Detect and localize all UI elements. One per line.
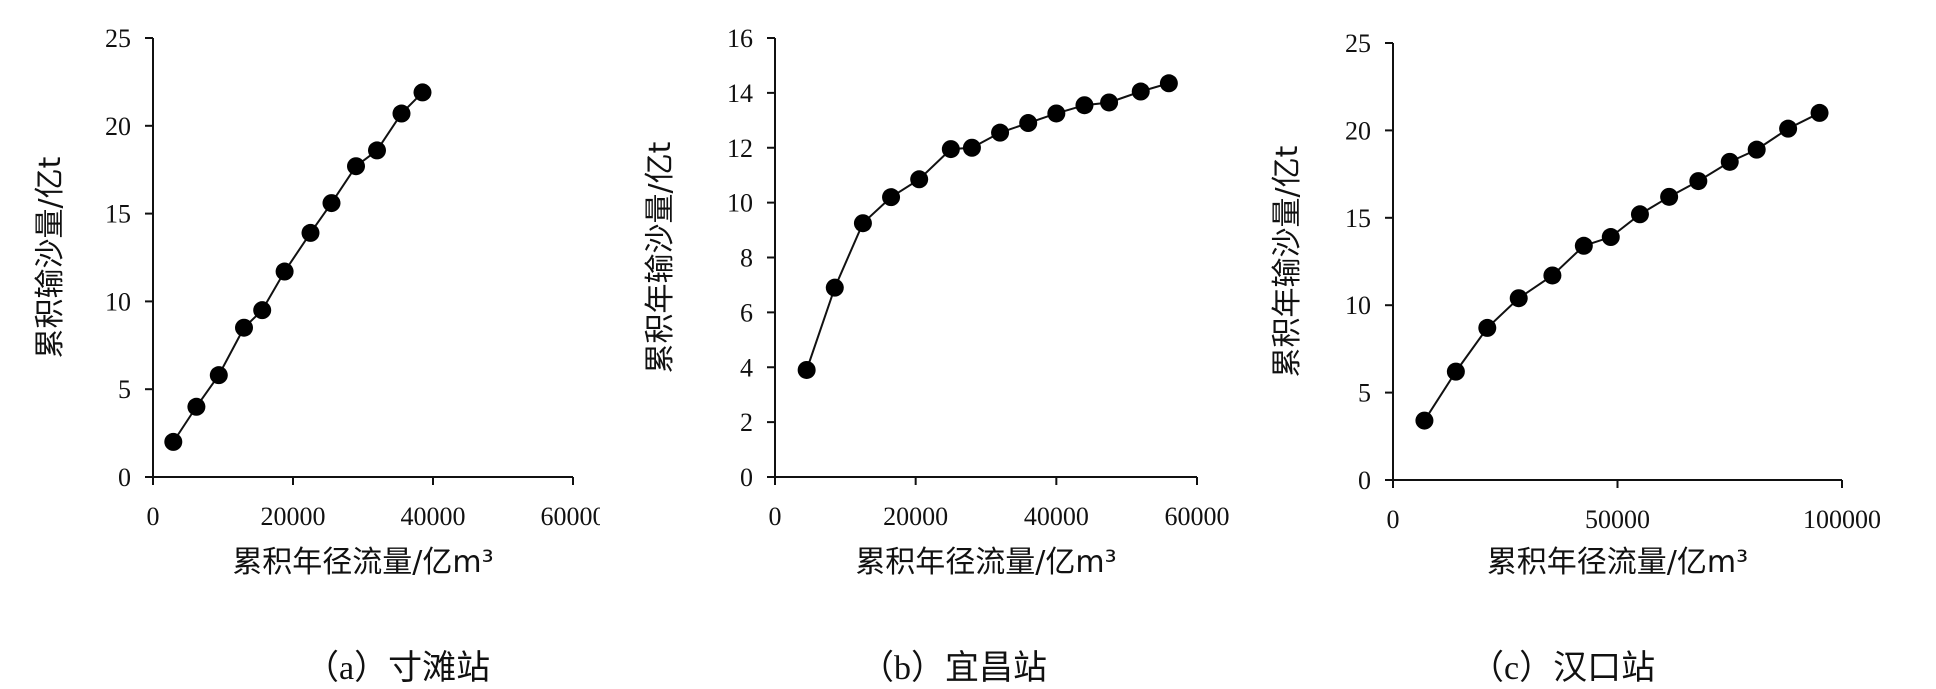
caption-yichang: （b）宜昌站: [860, 650, 1047, 687]
y-axis-title: 累积输沙量/亿t: [33, 156, 68, 358]
data-point: [392, 104, 411, 123]
data-point: [1543, 266, 1562, 285]
x-tick-label: 50000: [1585, 505, 1650, 534]
series-line: [1423, 112, 1820, 422]
chart-cuntan: 0 5 10 15 20 25 0 20000 40000 60000 累积年径流量/亿m³ 累积输沙…: [33, 24, 601, 580]
data-point: [825, 278, 844, 297]
y-tick-label: 6: [740, 298, 753, 327]
data-point: [1720, 152, 1739, 171]
data-point: [1660, 187, 1679, 206]
y-tick-label: 20: [1345, 116, 1371, 145]
data-point: [1415, 411, 1434, 430]
y-tick-label: 5: [118, 375, 131, 404]
y-tick-label: 8: [740, 244, 753, 273]
x-tick-label: 60000: [1165, 502, 1230, 531]
x-tick-label: 40000: [401, 502, 466, 531]
x-axis-title: 累积年径流量/亿m³: [232, 545, 493, 580]
data-point: [1810, 103, 1829, 122]
y-tick-label: 0: [118, 463, 131, 492]
data-point: [1747, 140, 1766, 159]
data-point: [1047, 104, 1066, 123]
data-point: [1075, 96, 1094, 115]
data-point: [368, 141, 386, 160]
data-point: [1019, 114, 1038, 133]
data-point: [941, 140, 960, 159]
data-point: [1601, 228, 1620, 247]
data-point: [1100, 93, 1119, 112]
data-point: [1574, 236, 1593, 255]
y-tick-label: 16: [727, 24, 753, 53]
data-point: [275, 262, 294, 281]
x-tick-label: 40000: [1024, 502, 1089, 531]
data-point: [1131, 82, 1150, 101]
data-point: [301, 223, 320, 242]
y-tick-label: 10: [1345, 291, 1371, 320]
data-point: [910, 170, 929, 189]
data-point: [1478, 318, 1497, 337]
y-tick-label: 25: [1345, 29, 1371, 58]
data-point: [253, 301, 272, 320]
x-tick-label: 20000: [883, 502, 948, 531]
data-point: [882, 188, 901, 207]
y-tick-label: 12: [727, 134, 753, 163]
data-point: [413, 83, 432, 102]
y-tick-label: 0: [740, 463, 753, 492]
y-tick-label: 14: [727, 79, 753, 108]
y-tick-label: 2: [740, 408, 753, 437]
y-tick-label: 25: [105, 24, 131, 53]
data-point: [1159, 74, 1178, 93]
data-point: [991, 123, 1010, 142]
data-point: [1779, 119, 1798, 138]
data-point: [235, 318, 253, 337]
x-tick-label: 60000: [541, 502, 601, 531]
data-point: [164, 432, 183, 451]
y-axis-title: 累积年输沙量/亿t: [1270, 145, 1305, 377]
chart-yichang: 0 2 4 6 8 10 12 14 16 0 20000 40000 60000 累积年径流量/亿m³ 累…: [643, 24, 1230, 580]
data-point: [187, 397, 206, 416]
x-tick-label: 0: [769, 502, 782, 531]
y-tick-label: 5: [1358, 379, 1371, 408]
x-tick-label: 20000: [261, 502, 326, 531]
x-tick-label: 0: [147, 502, 160, 531]
y-tick-label: 10: [727, 189, 753, 218]
x-tick-label: 0: [1387, 505, 1400, 534]
data-point: [322, 194, 341, 213]
y-tick-label: 15: [105, 200, 131, 229]
data-point: [962, 138, 981, 157]
data-point: [1630, 205, 1649, 224]
chart-hankou: 0 5 10 15 20 25 0 50000 100000 累积年径流量/亿m³ 累积年输沙量/亿…: [1270, 29, 1881, 580]
data-point: [1446, 362, 1465, 381]
data-point: [1509, 289, 1528, 308]
data-point: [797, 360, 816, 379]
data-point: [1689, 172, 1708, 191]
y-tick-label: 0: [1358, 466, 1371, 495]
x-tick-label: 100000: [1803, 505, 1881, 534]
caption-hankou: （c）汉口站: [1470, 650, 1656, 687]
y-tick-label: 20: [105, 112, 131, 141]
data-point: [209, 366, 228, 385]
y-tick-label: 10: [105, 287, 131, 316]
x-axis-title: 累积年径流量/亿m³: [855, 545, 1116, 580]
y-tick-label: 4: [740, 353, 753, 382]
caption-cuntan: （a）寸滩站: [305, 650, 491, 687]
x-axis-title: 累积年径流量/亿m³: [1487, 545, 1748, 580]
series-line: [172, 91, 424, 443]
data-point: [853, 214, 872, 233]
y-tick-label: 15: [1345, 204, 1371, 233]
data-point: [347, 157, 365, 176]
y-axis-title: 累积年输沙量/亿t: [643, 141, 678, 373]
